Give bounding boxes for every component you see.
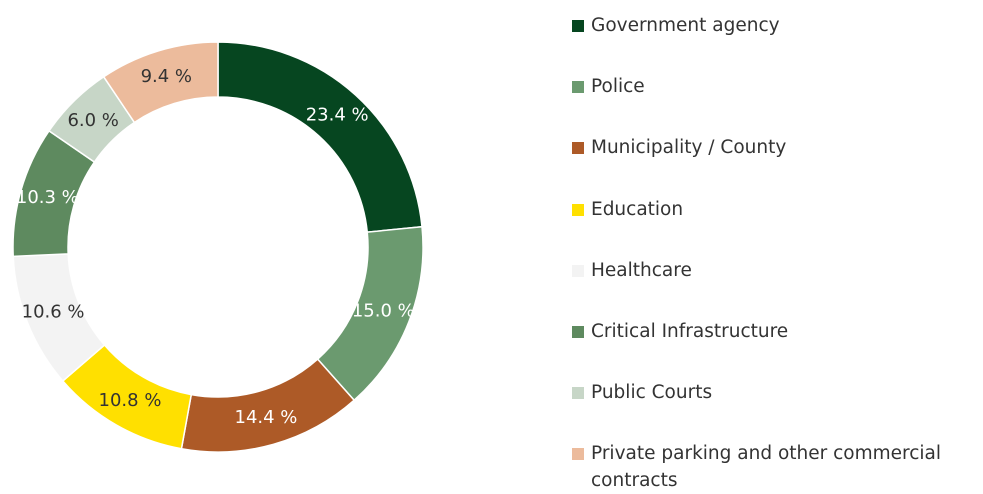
legend-swatch: [572, 81, 584, 94]
data-label: 6.0 %: [67, 110, 118, 131]
legend-swatch: [572, 387, 584, 400]
legend-item: Private parking and other commercial con…: [572, 440, 977, 494]
legend-swatch: [572, 448, 584, 461]
legend-swatch: [572, 264, 584, 277]
legend-item: Critical Infrastructure: [572, 318, 977, 345]
donut-segment: [180, 358, 356, 453]
legend-label: Education: [591, 198, 684, 220]
legend-label: Critical Infrastructure: [591, 321, 789, 342]
legend-swatch: [572, 142, 584, 155]
data-label: 23.4 %: [306, 104, 369, 125]
donut-segment: [217, 41, 423, 233]
data-label: 9.4 %: [141, 66, 192, 87]
donut-segment: [102, 41, 219, 124]
data-label: 10.6 %: [22, 302, 85, 323]
legend-item: Healthcare: [572, 257, 977, 284]
legend-swatch: [572, 326, 584, 338]
legend-label: Public Courts: [591, 382, 713, 404]
data-label: 14.4 %: [235, 407, 298, 428]
legend-label: Police: [591, 76, 645, 98]
data-label: 15.0 %: [352, 301, 415, 322]
legend-item: Municipality / County: [572, 134, 977, 161]
legend-item: Public Courts: [572, 379, 977, 406]
legend-item: Education: [572, 196, 977, 223]
legend-label: Private parking and other commercial con…: [591, 443, 942, 492]
data-label: 10.8 %: [99, 390, 162, 411]
legend-label: Healthcare: [591, 259, 692, 281]
data-label: 10.3 %: [16, 187, 79, 208]
legend-swatch: [572, 203, 584, 216]
legend-label: Municipality / County: [591, 137, 787, 159]
legend-item: Police: [572, 73, 977, 100]
legend-label: Government agency: [591, 15, 780, 36]
legend-item: Government agency: [572, 12, 977, 39]
legend-swatch: [572, 20, 584, 32]
